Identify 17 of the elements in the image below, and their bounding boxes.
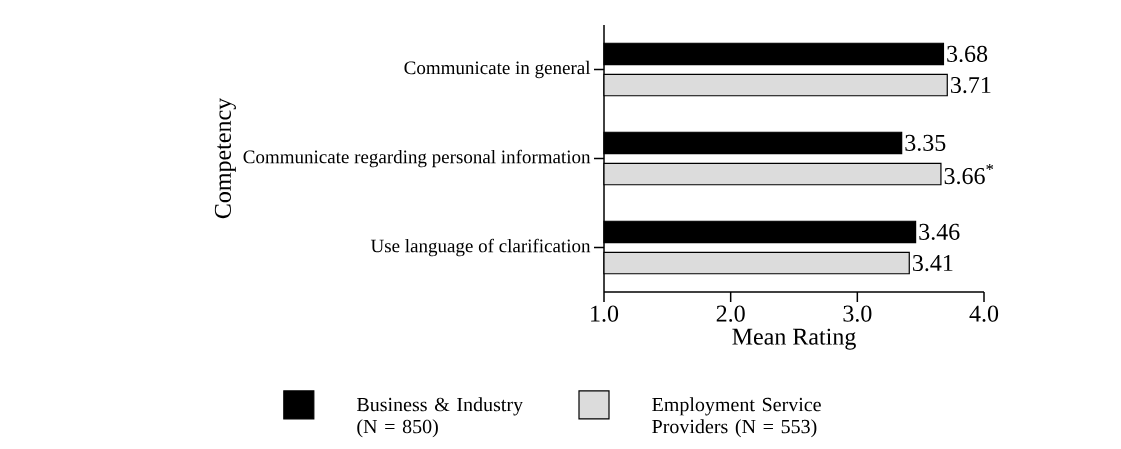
x-tick-label: 1.0: [591, 305, 619, 322]
legend-label: Business & Industry (N = 850): [356, 397, 523, 438]
y-tick-label: Use language of clarification: [370, 238, 591, 257]
data-label: 3.41: [913, 254, 953, 272]
y-tick-label: Communicate in general: [404, 60, 591, 79]
data-label: 3.46: [919, 223, 960, 241]
x-tick-label: 4.0: [969, 305, 999, 322]
x-axis-title: Mean Rating: [732, 328, 856, 350]
y-tick-label: Communicate regarding personal information: [243, 149, 591, 168]
data-label: 3.71: [951, 76, 991, 94]
legend-label: Employment Service Providers (N = 553): [652, 397, 821, 438]
y-axis-title: Competency: [214, 97, 236, 219]
data-label: 3.35: [905, 134, 946, 152]
x-tick-label: 2.0: [716, 305, 745, 322]
data-label: 3.66$^{*}$: [944, 163, 994, 185]
data-label: 3.68: [947, 45, 988, 63]
x-tick-label: 3.0: [843, 305, 872, 322]
